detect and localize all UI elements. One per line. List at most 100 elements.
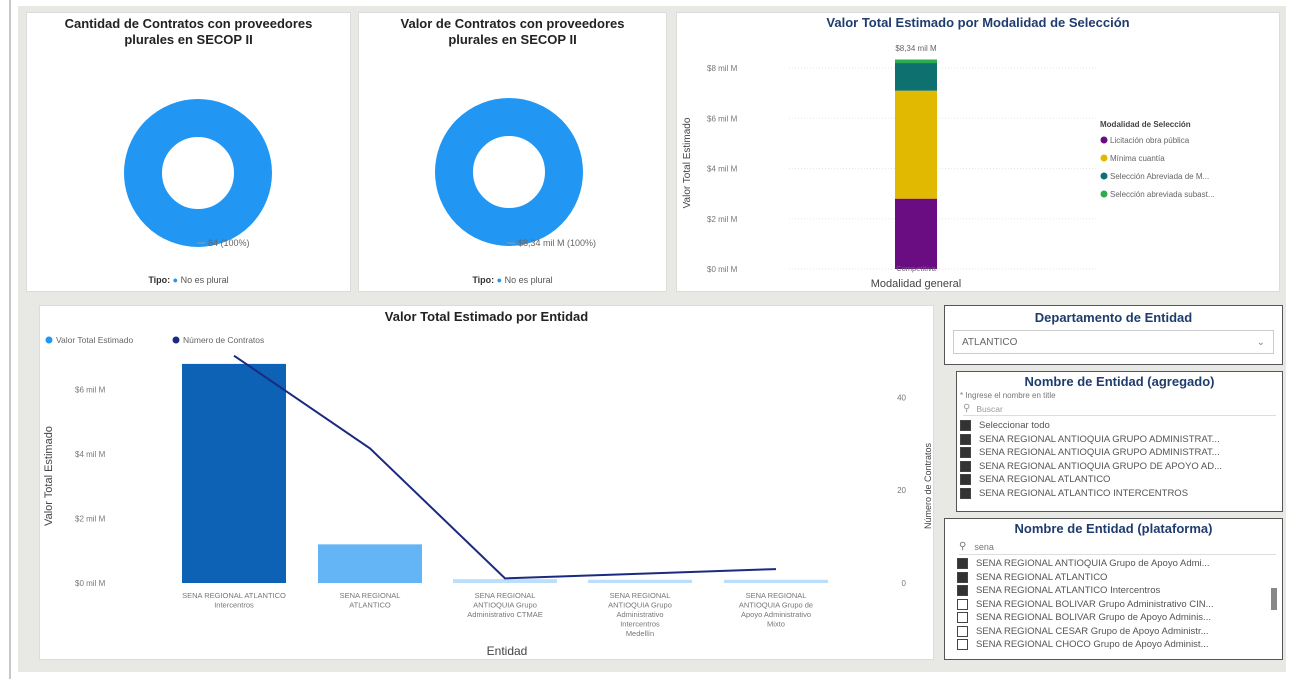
search-icon: ⚲ [963, 403, 971, 414]
modalidad-title: Valor Total Estimado por Modalidad de Se… [826, 15, 1130, 30]
departamento-dropdown[interactable]: ATLANTICO ⌄ [953, 330, 1274, 354]
entidad-agregado-hint: * Ingrese el nombre en title [960, 391, 1056, 400]
donut-count-title: Cantidad de Contratos con proveedores pl… [64, 16, 313, 47]
search-icon: ⚲ [959, 541, 967, 552]
entity-y2label: Número de Contratos [923, 442, 933, 529]
entidad-plataforma-item[interactable]: SENA REGIONAL ANTIOQUIA Grupo de Apoyo A… [945, 557, 1282, 571]
checkbox-unchecked-icon[interactable] [957, 625, 968, 637]
entidad-plataforma-item[interactable]: SENA REGIONAL BOLIVAR Grupo de Apoyo Adm… [945, 611, 1282, 625]
modalidad-category-label: Competitiva [896, 264, 936, 273]
donut-value-panel: Valor de Contratos con proveedores plura… [358, 12, 667, 292]
entidad-plataforma-item[interactable]: SENA REGIONAL CESAR Grupo de Apoyo Admin… [945, 625, 1282, 639]
entity-chart[interactable]: Valor Total Estimado Número de Contratos… [40, 306, 935, 661]
donut-value-slice[interactable] [435, 98, 583, 246]
donut-count-panel: Cantidad de Contratos con proveedores pl… [26, 12, 351, 292]
entity-legend-count[interactable]: Número de Contratos [183, 335, 264, 345]
checkbox-checked-icon[interactable] [960, 433, 971, 445]
modalidad-chart[interactable]: $0 mil M $2 mil M $4 mil M $6 mil M $8 mil M… [677, 13, 1281, 293]
entity-ytick-label: $6 mil M [75, 386, 106, 395]
stack-segment[interactable] [895, 198, 937, 269]
entity-title: Valor Total Estimado por Entidad [384, 309, 589, 324]
entity-y2tick-label: 0 [902, 579, 907, 588]
stack-legend-item[interactable]: Mínima cuantía [1110, 154, 1165, 163]
entity-bar[interactable] [318, 544, 422, 583]
entidad-plataforma-item[interactable]: SENA REGIONAL BOLIVAR Grupo Administrati… [945, 598, 1282, 612]
entidad-agregado-item-label: SENA REGIONAL ANTIOQUIA GRUPO ADMINISTRA… [979, 433, 1220, 445]
stack-segment[interactable] [895, 90, 937, 199]
checkbox-unchecked-icon[interactable] [957, 612, 968, 624]
stack-ytick-label: $0 mil M [707, 265, 738, 274]
entidad-plataforma-item-label: SENA REGIONAL ATLANTICO [976, 571, 1108, 583]
entidad-agregado-item-label: SENA REGIONAL ANTIOQUIA GRUPO DE APOYO A… [979, 460, 1223, 472]
donut-value-legend-item[interactable]: No es plural [504, 275, 553, 285]
entidad-agregado-list: Seleccionar todo SENA REGIONAL ANTIOQUIA … [957, 418, 1282, 500]
contracts-line[interactable] [233, 354, 777, 580]
entidad-plataforma-item[interactable]: SENA REGIONAL CHOCO Grupo de Apoyo Admin… [945, 638, 1282, 652]
entity-category-label: SENA REGIONAL ANTIOQUIA Grupo de Apoyo Adm… [739, 591, 813, 629]
legend-value-dot-icon [45, 336, 53, 344]
donut-count-chart[interactable]: 84 (100%) [27, 13, 352, 293]
departamento-dropdown-value: ATLANTICO [962, 336, 1018, 348]
entidad-agregado-item[interactable]: SENA REGIONAL ANTIOQUIA GRUPO DE APOYO A… [957, 460, 1282, 474]
stack-segment[interactable] [895, 59, 937, 64]
stack-legend-item[interactable]: Selección abreviada subast... [1110, 190, 1215, 199]
donut-value-chart[interactable]: $8,34 mil M (100%) [359, 13, 668, 293]
stack-legend-item[interactable]: Selección Abreviada de M... [1110, 172, 1209, 181]
entity-xlabel: Entidad [487, 644, 528, 658]
scrollbar-thumb[interactable] [1271, 588, 1277, 610]
checkbox-checked-icon[interactable] [957, 571, 968, 583]
checkbox-unchecked-icon[interactable] [957, 639, 968, 651]
donut-count-legend-item[interactable]: No es plural [180, 275, 229, 285]
entidad-plataforma-item-label: SENA REGIONAL BOLIVAR Grupo Administrati… [976, 598, 1214, 610]
entidad-agregado-search[interactable]: ⚲ Buscar [963, 402, 1276, 416]
entity-bar[interactable] [453, 579, 557, 583]
entity-panel: Valor Total Estimado por Entidad Valor T… [39, 305, 934, 660]
entidad-plataforma-item-label: SENA REGIONAL ATLANTICO Intercentros [976, 585, 1161, 597]
entidad-agregado-item[interactable]: SENA REGIONAL ATLANTICO INTERCENTROS [957, 487, 1282, 501]
left-edge-line [9, 0, 11, 679]
chevron-down-icon: ⌄ [1256, 336, 1265, 348]
entidad-agregado-item[interactable]: SENA REGIONAL ANTIOQUIA GRUPO ADMINISTRA… [957, 446, 1282, 460]
donut-value-title: Valor de Contratos con proveedores plura… [400, 16, 625, 47]
stack-ytick-label: $4 mil M [707, 165, 738, 174]
entidad-agregado-item-label: SENA REGIONAL ATLANTICO [979, 474, 1111, 486]
donut-count-legend: Tipo: ● No es plural [27, 275, 350, 285]
checkbox-checked-icon[interactable] [957, 585, 968, 597]
entidad-agregado-item[interactable]: Seleccionar todo [957, 419, 1282, 433]
checkbox-checked-icon[interactable] [960, 447, 971, 459]
entidad-agregado-item[interactable]: SENA REGIONAL ANTIOQUIA GRUPO ADMINISTRA… [957, 433, 1282, 447]
checkbox-checked-icon[interactable] [957, 558, 968, 570]
entidad-plataforma-item-label: SENA REGIONAL CESAR Grupo de Apoyo Admin… [976, 625, 1209, 637]
checkbox-checked-icon[interactable] [960, 420, 971, 432]
entidad-agregado-item[interactable]: SENA REGIONAL ATLANTICO [957, 473, 1282, 487]
checkbox-unchecked-icon[interactable] [957, 598, 968, 610]
stack-legend-item[interactable]: Licitación obra pública [1110, 136, 1190, 145]
donut-count-slice[interactable] [124, 99, 272, 247]
entity-bar[interactable] [588, 579, 692, 583]
entidad-agregado-item-label: SENA REGIONAL ANTIOQUIA GRUPO ADMINISTRA… [979, 447, 1220, 459]
checkbox-checked-icon[interactable] [960, 474, 971, 486]
entidad-plataforma-item-label: SENA REGIONAL ANTIOQUIA Grupo de Apoyo A… [976, 558, 1210, 570]
entidad-plataforma-item-label: SENA REGIONAL BOLIVAR Grupo de Apoyo Adm… [976, 612, 1211, 624]
departamento-slicer: Departamento de Entidad ATLANTICO ⌄ [944, 305, 1283, 365]
stack-segment[interactable] [895, 63, 937, 91]
modalidad-ylabel: Valor Total Estimado [682, 117, 693, 208]
legend-dot-icon: ● [172, 275, 179, 285]
entidad-plataforma-search-value: sena [974, 541, 994, 552]
stack-ytick-label: $8 mil M [707, 64, 738, 73]
legend-count-dot-icon [172, 336, 180, 344]
entity-category-label: SENA REGIONAL ATLANTICO Intercentros [182, 591, 286, 610]
legend-dot-icon: ● [496, 275, 503, 285]
entity-bar[interactable] [182, 363, 286, 583]
entidad-plataforma-item[interactable]: SENA REGIONAL ATLANTICO [945, 571, 1282, 585]
entidad-plataforma-item[interactable]: SENA REGIONAL ATLANTICO Intercentros [945, 584, 1282, 598]
donut-count-label: 84 (100%) [208, 238, 250, 248]
checkbox-checked-icon[interactable] [960, 460, 971, 472]
entidad-plataforma-search[interactable]: ⚲ sena [959, 539, 1276, 555]
checkbox-checked-icon[interactable] [960, 487, 971, 499]
modalidad-legend-title: Modalidad de Selección [1100, 120, 1191, 129]
entity-ytick-label: $0 mil M [75, 579, 106, 588]
entity-ytick-label: $2 mil M [75, 515, 106, 524]
entity-bar[interactable] [724, 579, 828, 583]
entity-legend-value[interactable]: Valor Total Estimado [56, 335, 133, 345]
